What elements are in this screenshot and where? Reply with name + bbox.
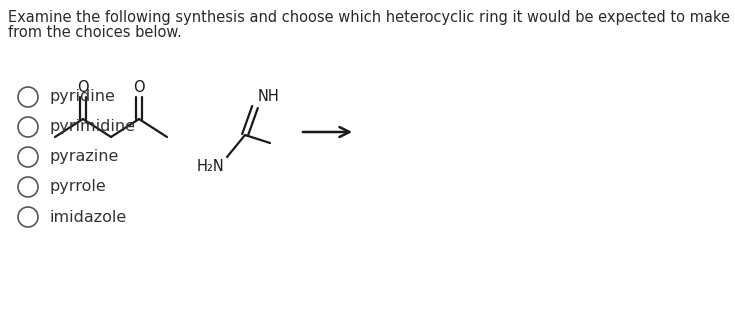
Text: pyrimidine: pyrimidine [50, 120, 136, 134]
Text: O: O [77, 80, 89, 95]
Text: pyrrole: pyrrole [50, 179, 107, 195]
Text: pyrazine: pyrazine [50, 150, 119, 165]
Text: pyridine: pyridine [50, 89, 116, 105]
Text: imidazole: imidazole [50, 210, 127, 224]
Text: H₂N: H₂N [196, 159, 224, 174]
Text: NH: NH [258, 89, 280, 104]
Text: O: O [133, 80, 145, 95]
Text: from the choices below.: from the choices below. [8, 25, 182, 40]
Text: Examine the following synthesis and choose which heterocyclic ring it would be e: Examine the following synthesis and choo… [8, 10, 730, 25]
